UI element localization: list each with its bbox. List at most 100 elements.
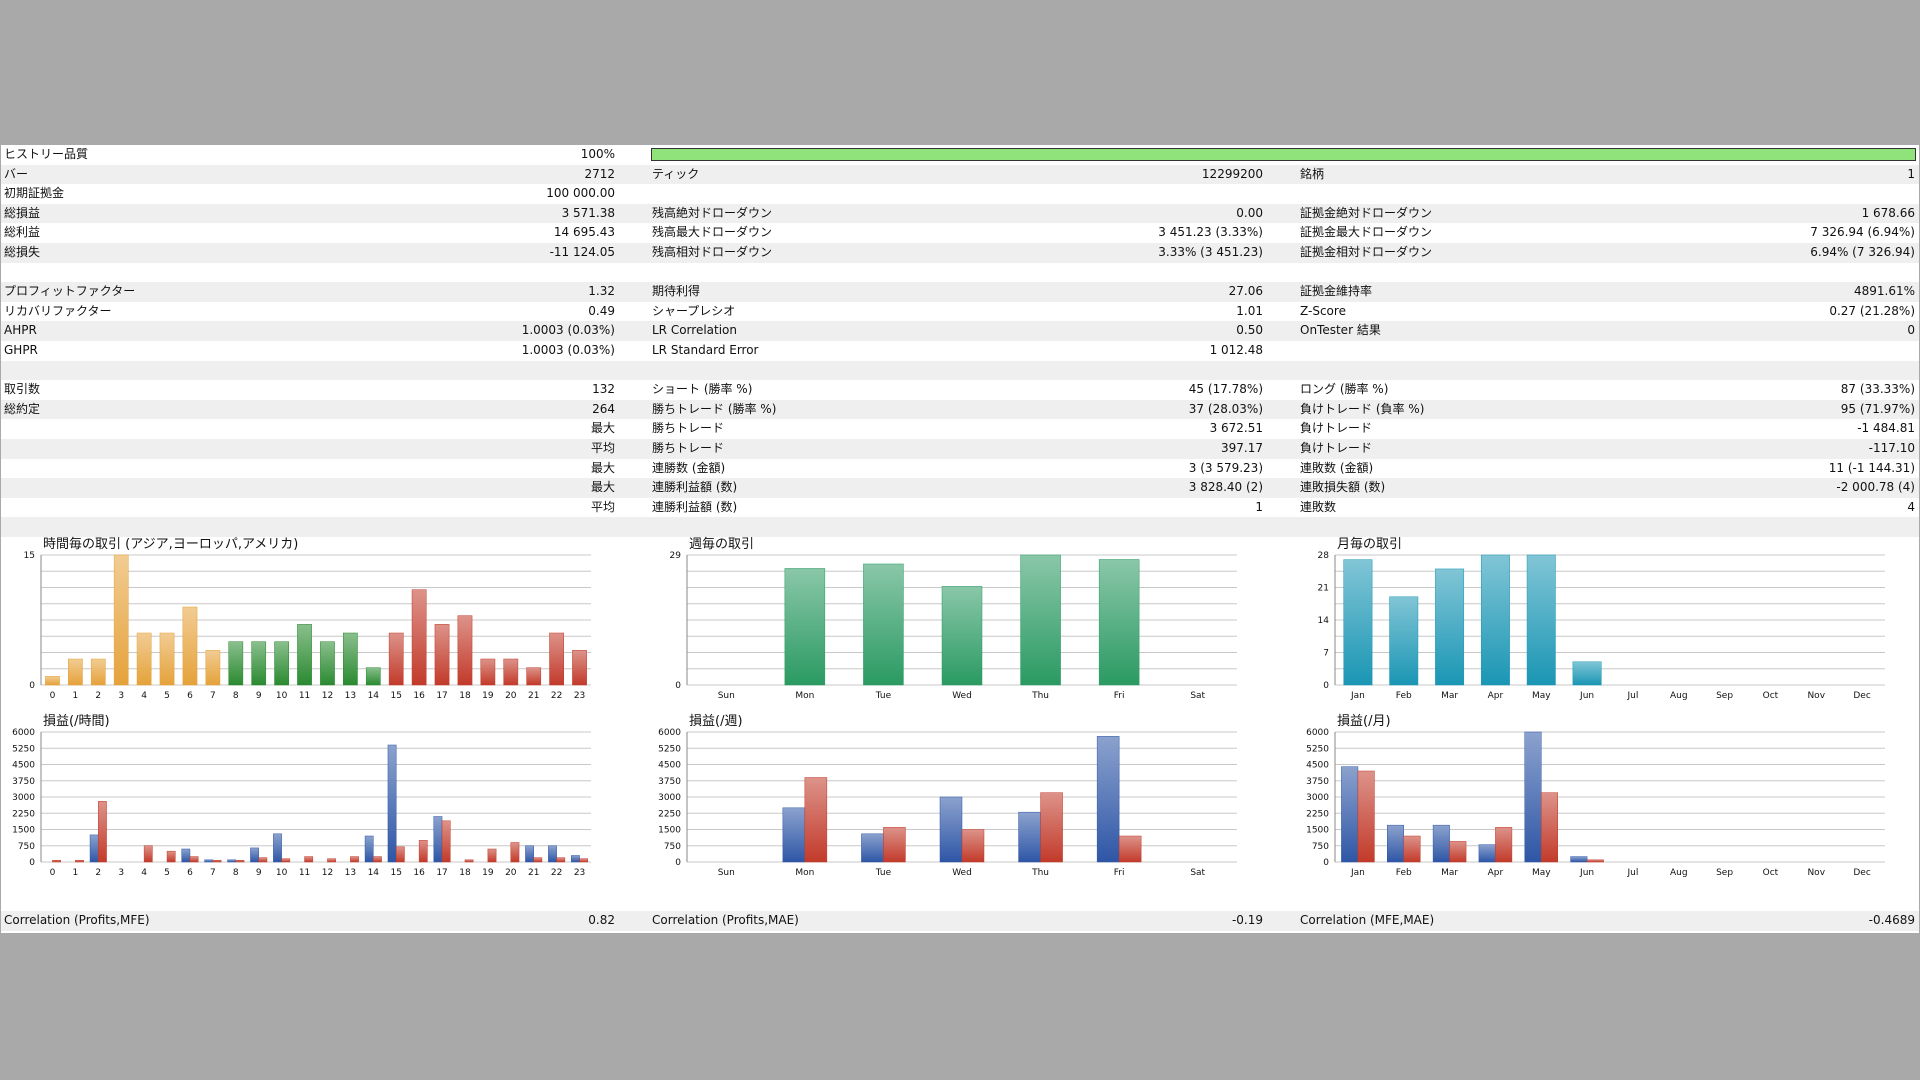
x-tick-label: 8 — [233, 868, 239, 878]
bar — [45, 676, 60, 686]
bar — [281, 858, 291, 863]
x-tick-label: Mon — [795, 868, 814, 878]
x-tick-label: 20 — [505, 691, 517, 701]
x-tick-label: 17 — [436, 868, 447, 878]
x-tick-label: 12 — [322, 868, 333, 878]
x-tick-label: Dec — [1853, 691, 1870, 701]
y-tick-label: 750 — [1312, 842, 1329, 852]
bar — [480, 658, 496, 686]
bar — [464, 859, 474, 863]
bar — [1495, 827, 1513, 863]
stat-value: 0.49 — [588, 303, 615, 318]
bar — [1343, 559, 1373, 686]
stat-label: 総損益 — [4, 205, 41, 220]
bar — [503, 658, 519, 686]
stat-value: 1 — [1255, 499, 1263, 514]
bar — [227, 859, 237, 863]
history-quality-bar — [651, 148, 1916, 161]
stat-label: LR Correlation — [652, 323, 738, 338]
stat-label: 連勝利益額 (数) — [652, 499, 738, 514]
stat-value: 11 (-1 144.31) — [1828, 460, 1915, 475]
bar — [1526, 554, 1556, 686]
x-tick-label: 21 — [528, 691, 539, 701]
stat-label: 銘柄 — [1300, 166, 1325, 181]
stat-value: 1.0003 (0.03%) — [521, 323, 615, 338]
backtest-report: ヒストリー品質 100% バー 2712 ティック 12299200 銘柄 1 初期証拠金 100… — [1, 145, 1919, 933]
bar — [434, 624, 450, 686]
y-tick-label: 5250 — [1306, 744, 1329, 754]
bar — [373, 856, 382, 863]
y-tick-label: 2250 — [1306, 809, 1329, 819]
bar — [1098, 559, 1140, 686]
stat-value: 1.32 — [588, 284, 615, 299]
x-tick-label: 4 — [141, 691, 147, 701]
bar — [395, 846, 405, 863]
y-tick-label: 0 — [29, 858, 35, 868]
x-tick-label: Thu — [1031, 868, 1049, 878]
x-tick-label: 16 — [413, 868, 425, 878]
x-tick-label: 14 — [368, 691, 380, 701]
bar — [387, 744, 397, 863]
y-tick-label: 5250 — [12, 744, 35, 754]
bar — [526, 667, 542, 686]
bar — [1570, 856, 1588, 863]
stat-label: 総約定 — [4, 401, 41, 416]
bar — [1018, 811, 1041, 863]
bar — [327, 858, 336, 863]
stats-row: プロフィットファクター 1.32 期待利得 27.06 証拠金維持率 4891.61% — [1, 282, 1919, 302]
x-tick-label: 15 — [390, 691, 401, 701]
y-tick-label: 0 — [675, 858, 681, 868]
bar — [113, 554, 129, 686]
bar — [1480, 554, 1510, 686]
stat-label: 残高最大ドローダウン — [652, 225, 773, 240]
bar — [1040, 792, 1063, 863]
bar — [388, 632, 404, 686]
x-tick-label: 3 — [118, 691, 124, 701]
y-tick-label: 750 — [18, 842, 35, 852]
bar — [961, 829, 985, 863]
bar — [166, 850, 176, 863]
stat-label: 総利益 — [4, 225, 41, 240]
x-tick-label: 22 — [551, 691, 562, 701]
stat-value: 1 678.66 — [1861, 205, 1915, 220]
bar — [204, 859, 214, 863]
x-tick-label: 20 — [505, 868, 517, 878]
stats-row — [1, 360, 1919, 381]
stat-value: 1.0003 (0.03%) — [521, 343, 615, 357]
stat-value: 3 672.51 — [1209, 421, 1263, 436]
bar — [182, 606, 198, 686]
bar — [235, 860, 245, 863]
chart-title: 月毎の取引 — [1337, 536, 1402, 552]
bar — [205, 650, 221, 686]
bar — [1357, 770, 1375, 863]
stats-row: GHPR 1.0003 (0.03%) LR Standard Error 1 012… — [1, 341, 1919, 361]
bar — [525, 845, 534, 863]
bar — [457, 615, 473, 686]
x-tick-label: 19 — [482, 868, 494, 878]
stat-label: 負けトレード (負率 %) — [1300, 401, 1425, 416]
x-tick-label: 11 — [299, 868, 310, 878]
x-tick-label: 12 — [322, 691, 333, 701]
bar — [143, 845, 153, 863]
bar — [863, 563, 904, 686]
bar — [533, 857, 543, 863]
x-tick-label: Fri — [1114, 868, 1125, 878]
bar — [572, 650, 587, 686]
bar — [556, 857, 566, 863]
x-tick-label: 21 — [528, 868, 539, 878]
bar — [782, 807, 806, 863]
bar — [343, 632, 358, 686]
stat-label: ヒストリー品質 — [4, 147, 89, 161]
x-tick-label: Sun — [718, 691, 735, 701]
stat-value: 397.17 — [1221, 441, 1263, 455]
x-tick-label: 14 — [368, 868, 380, 878]
stat-value: 最大 — [590, 460, 615, 475]
x-tick-label: 6 — [187, 691, 193, 701]
y-tick-label: 6000 — [658, 728, 681, 738]
y-tick-label: 0 — [1323, 858, 1329, 868]
bar — [89, 834, 99, 863]
x-tick-label: Mon — [795, 691, 814, 701]
bar — [510, 842, 520, 863]
bar — [861, 833, 884, 863]
bar — [1118, 835, 1142, 863]
